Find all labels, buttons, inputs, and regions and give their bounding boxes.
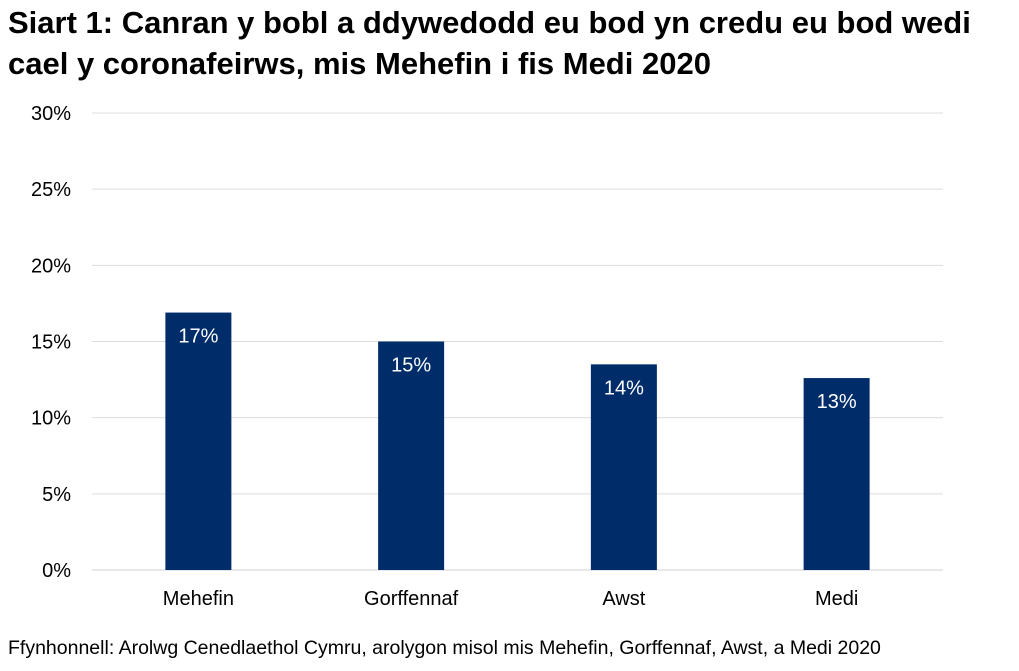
x-tick-label: Mehefin <box>163 588 234 610</box>
y-tick-label: 15% <box>31 332 71 354</box>
x-tick-label: Medi <box>815 588 858 610</box>
y-tick-label: 5% <box>42 484 71 506</box>
y-tick-label: 20% <box>31 255 71 277</box>
y-tick-label: 25% <box>31 179 71 201</box>
data-label: 15% <box>391 355 431 377</box>
y-tick-label: 30% <box>31 103 71 125</box>
bar-mehefin <box>165 312 232 570</box>
bar-awst <box>590 364 657 570</box>
bar-medi <box>803 378 870 570</box>
data-label: 13% <box>817 391 857 413</box>
source-note: Ffynhonnell: Arolwg Cenedlaethol Cymru, … <box>8 637 881 659</box>
data-label: 14% <box>604 377 644 399</box>
y-tick-label: 0% <box>42 560 71 582</box>
data-label: 17% <box>178 326 218 348</box>
chart-title: Siart 1: Canran y bobl a ddywedodd eu bo… <box>8 5 971 81</box>
bar-gorffennaf <box>378 341 445 570</box>
x-tick-label: Awst <box>602 588 645 610</box>
x-tick-label: Gorffennaf <box>364 588 459 610</box>
y-tick-label: 10% <box>31 408 71 430</box>
